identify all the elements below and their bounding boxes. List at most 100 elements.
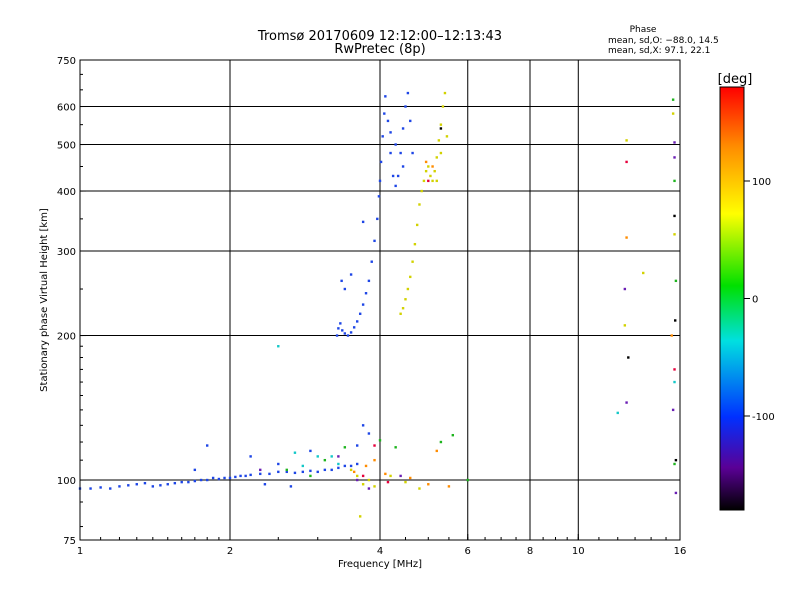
data-point: [379, 160, 383, 164]
data-point: [673, 233, 676, 236]
data-point: [384, 95, 387, 98]
data-point: [228, 476, 232, 480]
colorbar-tick-label: 0: [752, 295, 758, 306]
data-point: [389, 474, 392, 478]
data-point: [404, 298, 407, 301]
data-point: [373, 458, 376, 462]
data-point: [439, 127, 443, 130]
data-point: [466, 478, 469, 482]
colorbar-ticks: 100 0 -100: [744, 177, 775, 423]
data-point: [673, 380, 676, 384]
data-point: [399, 151, 402, 155]
data-point: [337, 466, 340, 470]
data-point: [370, 260, 373, 263]
data-point: [399, 312, 402, 315]
data-point: [443, 91, 447, 95]
data-point: [418, 203, 421, 206]
data-point: [335, 334, 339, 337]
data-point: [355, 320, 359, 323]
x-tick-label: 6: [465, 546, 471, 557]
data-point: [401, 165, 405, 168]
data-point: [293, 451, 297, 454]
data-point: [249, 455, 252, 458]
data-point: [439, 151, 443, 155]
data-point: [367, 478, 371, 482]
data-point: [193, 479, 197, 483]
data-point: [377, 195, 381, 198]
data-point: [330, 468, 333, 472]
data-point: [673, 368, 676, 371]
data-point: [427, 179, 430, 183]
data-point: [277, 462, 280, 466]
y-tick-label: 600: [57, 103, 76, 114]
y-tick-label: 75: [63, 536, 76, 547]
data-point: [394, 446, 397, 449]
data-point: [389, 151, 392, 155]
data-point: [355, 474, 359, 478]
y-tick-label: 400: [57, 187, 76, 198]
data-point: [89, 487, 92, 490]
data-point: [343, 332, 347, 335]
data-point: [277, 470, 280, 474]
data-point: [135, 483, 138, 486]
data-point: [223, 476, 226, 480]
data-point: [358, 312, 362, 315]
data-point: [409, 476, 412, 480]
data-point: [309, 474, 312, 478]
data-point: [199, 478, 203, 482]
data-point: [391, 174, 395, 178]
data-point: [268, 472, 271, 476]
data-point: [343, 446, 347, 449]
data-point: [386, 480, 390, 484]
data-point: [429, 174, 432, 178]
data-point: [623, 287, 627, 291]
data-point: [435, 156, 438, 159]
stats-heading: Phase: [630, 25, 657, 35]
data-point: [427, 165, 430, 168]
data-point: [173, 481, 177, 485]
data-point: [358, 515, 362, 518]
data-point: [671, 98, 675, 101]
x-tick-label: 10: [572, 546, 585, 557]
data-point: [361, 303, 365, 306]
data-point: [352, 470, 356, 474]
data-point: [373, 239, 376, 243]
colorbar-label: [deg]: [718, 72, 753, 87]
data-point: [437, 139, 441, 142]
x-axis-ticks: 1 2 4 6 8 10 16: [77, 534, 686, 557]
data-point: [378, 179, 382, 183]
data-point: [205, 444, 209, 447]
x-tick-label: 4: [377, 546, 383, 557]
data-point: [424, 169, 428, 173]
data-point: [445, 135, 449, 138]
data-point: [441, 105, 445, 108]
data-point: [381, 135, 384, 138]
data-point: [673, 462, 676, 466]
data-point: [349, 331, 353, 334]
data-point: [234, 475, 237, 479]
y-tick-label: 500: [57, 141, 76, 152]
data-point: [285, 470, 288, 474]
data-point: [349, 464, 353, 468]
data-point: [389, 131, 392, 134]
data-point: [349, 468, 353, 472]
data-point: [435, 179, 438, 183]
data-point: [439, 123, 443, 126]
data-point: [361, 474, 365, 478]
data-point: [127, 484, 130, 487]
data-point: [151, 485, 155, 488]
data-point: [361, 483, 365, 486]
data-point: [259, 472, 262, 476]
data-point: [399, 474, 402, 478]
data-point: [673, 179, 676, 183]
data-point: [301, 464, 305, 468]
data-point: [355, 478, 359, 482]
data-point: [435, 449, 438, 453]
data-point: [339, 322, 342, 325]
data-point: [671, 112, 675, 115]
y-tick-label: 750: [57, 56, 76, 67]
data-point: [431, 179, 434, 183]
data-point: [642, 271, 645, 275]
data-point: [301, 470, 305, 474]
